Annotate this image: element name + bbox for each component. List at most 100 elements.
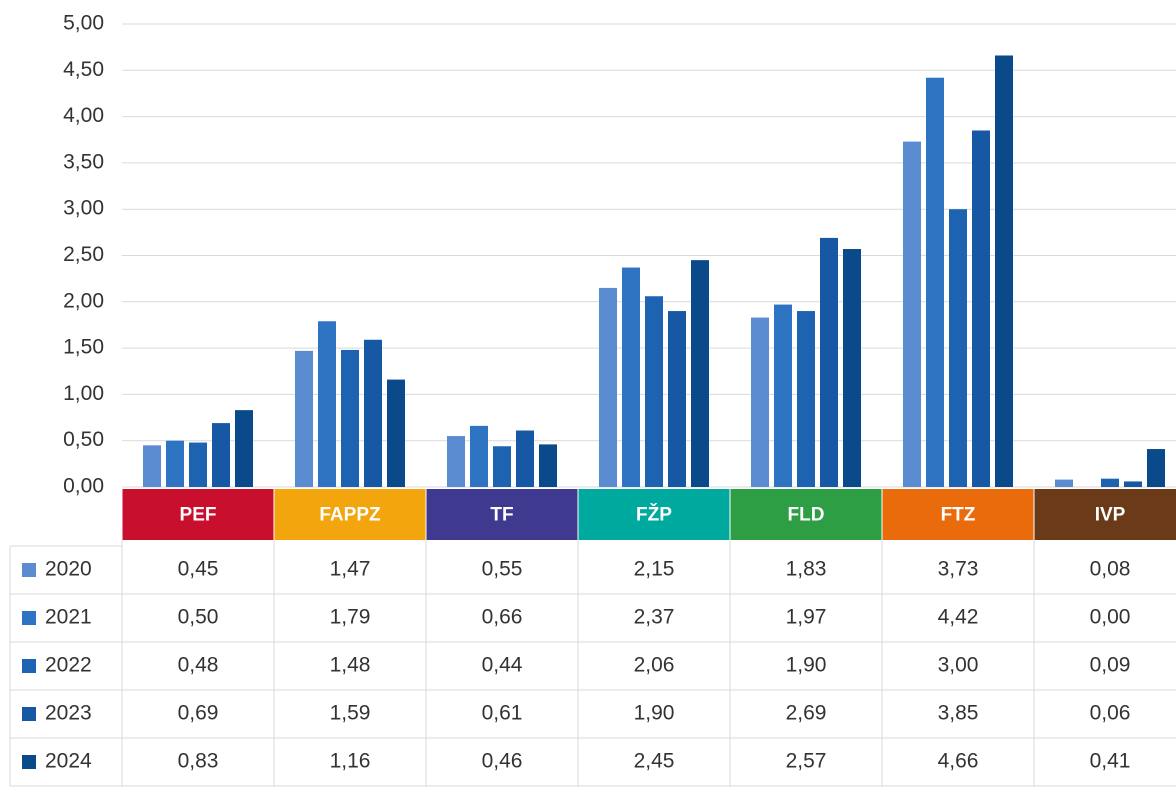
table-cell: 0,41 [1090,750,1131,773]
table-cell: 2,37 [634,606,675,629]
category-label: FAPPZ [319,505,381,526]
table-cell: 0,83 [178,750,219,773]
bar [949,209,967,487]
y-tick-label: 4,00 [63,104,104,127]
bar [516,430,534,487]
table-cell: 0,09 [1090,654,1131,677]
legend-label: 2021 [45,606,92,629]
table-cell: 0,45 [178,558,219,581]
bar [143,445,161,487]
legend-label: 2023 [45,702,92,725]
y-tick-label: 1,00 [63,382,104,405]
y-tick-label: 2,50 [63,243,104,266]
bar [797,311,815,487]
y-tick-label: 4,50 [63,58,104,81]
category-header [578,489,730,540]
y-tick-label: 3,50 [63,150,104,173]
table-cell: 0,61 [482,702,523,725]
bar [622,267,640,487]
legend-swatch [22,707,36,721]
category-header [1034,489,1176,540]
category-header [274,489,426,540]
bar [599,287,617,487]
table-cell: 1,16 [330,750,371,773]
table-cell: 0,50 [178,606,219,629]
legend-swatch [22,563,36,577]
bar [235,410,253,487]
bar [166,440,184,487]
bar [843,249,861,487]
table-cell: 2,06 [634,654,675,677]
bar [1147,449,1165,487]
table-cell: 2,57 [786,750,827,773]
legend-label: 2024 [45,750,92,773]
category-header [730,489,882,540]
bar [295,350,313,487]
bar [645,296,663,487]
legend-swatch [22,611,36,625]
bar [820,237,838,487]
bar [926,77,944,487]
table-cell: 1,90 [634,702,675,725]
category-label: FLD [788,505,825,526]
table-cell: 1,79 [330,606,371,629]
category-label: IVP [1095,505,1126,526]
category-header [882,489,1034,540]
table-cell: 0,00 [1090,606,1131,629]
category-label: FTZ [941,505,976,526]
bar [972,130,990,488]
table-cell: 0,08 [1090,558,1131,581]
bar [995,55,1013,487]
table-cell: 3,73 [938,558,979,581]
legend-swatch [22,755,36,769]
category-label: FŽP [636,504,672,526]
y-tick-label: 3,00 [63,197,104,220]
table-cell: 0,55 [482,558,523,581]
legend-label: 2020 [45,558,92,581]
table-cell: 0,66 [482,606,523,629]
bar [751,317,769,487]
table-cell: 1,47 [330,558,371,581]
bar [493,446,511,487]
bar [903,141,921,488]
table-cell: 2,15 [634,558,675,581]
category-label: PEF [180,505,217,526]
bar [447,436,465,487]
category-header [426,489,578,540]
bar [774,304,792,487]
bar [387,379,405,487]
table-cell: 0,48 [178,654,219,677]
bar [691,260,709,487]
bar [1055,479,1073,487]
bar [318,321,336,487]
bar [1101,478,1119,487]
bar [668,311,686,487]
table-cell: 1,90 [786,654,827,677]
bar [539,444,557,487]
table-cell: 2,69 [786,702,827,725]
table-cell: 1,97 [786,606,827,629]
category-header [122,489,274,540]
table-cell: 0,44 [482,654,523,677]
y-tick-label: 1,50 [63,336,104,359]
table-cell: 3,00 [938,654,979,677]
bar [341,349,359,487]
y-tick-label: 0,50 [63,428,104,451]
table-cell: 0,46 [482,750,523,773]
table-cell: 1,83 [786,558,827,581]
table-cell: 0,69 [178,702,219,725]
y-tick-label: 2,00 [63,289,104,312]
bar [364,339,382,487]
category-label: TF [490,505,513,526]
legend-swatch [22,659,36,673]
table-cell: 3,85 [938,702,979,725]
y-tick-label: 0,00 [63,475,104,498]
table-cell: 1,59 [330,702,371,725]
table-cell: 2,45 [634,750,675,773]
y-tick-label: 5,00 [63,12,104,35]
table-cell: 0,06 [1090,702,1131,725]
bar [1124,481,1142,487]
bar [189,442,207,487]
table-cell: 1,48 [330,654,371,677]
